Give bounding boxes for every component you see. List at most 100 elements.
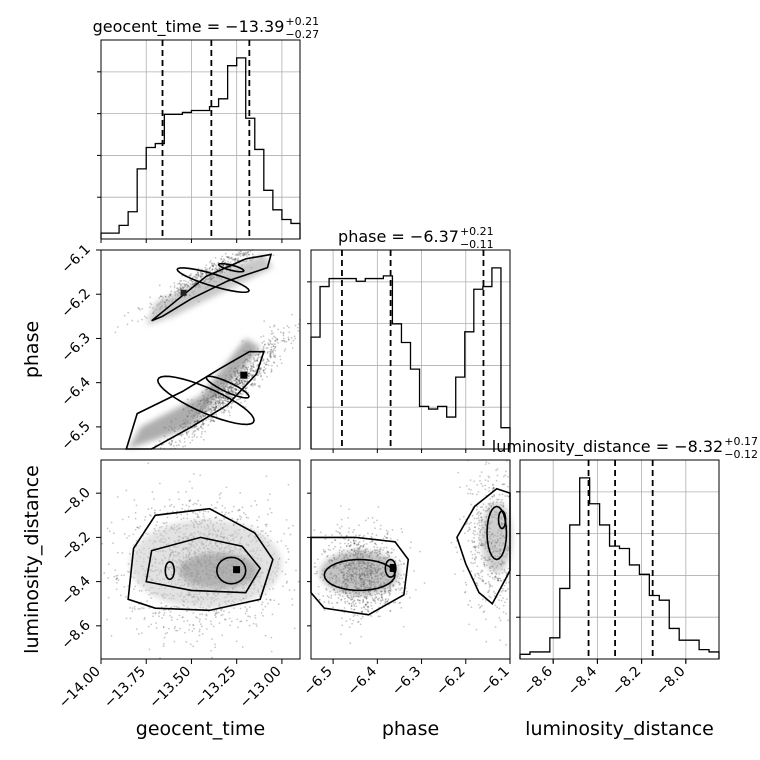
- scatter-point: [383, 535, 386, 538]
- scatter-point: [230, 389, 232, 392]
- scatter-point: [477, 576, 480, 579]
- scatter-point: [354, 602, 357, 605]
- scatter-point: [218, 399, 221, 402]
- scatter-point: [241, 253, 244, 255]
- scatter-point: [221, 504, 224, 507]
- scatter-point: [191, 280, 194, 283]
- scatter-point: [205, 269, 207, 272]
- scatter-point: [191, 439, 194, 442]
- scatter-point: [269, 598, 272, 601]
- scatter-point: [267, 343, 270, 346]
- scatter-point: [489, 498, 492, 500]
- scatter-point: [326, 595, 329, 597]
- scatter-point: [283, 349, 286, 352]
- scatter-point: [238, 372, 241, 375]
- scatter-point: [388, 589, 390, 592]
- scatter-point: [353, 595, 355, 598]
- scatter-point: [229, 385, 232, 388]
- scatter-point: [149, 302, 152, 305]
- scatter-point: [233, 258, 236, 261]
- scatter-point: [472, 529, 475, 532]
- scatter-point: [262, 345, 265, 348]
- scatter-point: [169, 293, 172, 296]
- scatter-point: [137, 307, 140, 309]
- scatter-point: [168, 498, 171, 501]
- scatter-point: [260, 603, 263, 606]
- scatter-point: [286, 580, 289, 583]
- scatter-point: [247, 253, 250, 256]
- scatter-point: [338, 527, 341, 530]
- scatter-point: [279, 331, 282, 334]
- scatter-point: [213, 263, 216, 266]
- scatter-point: [197, 429, 200, 431]
- scatter-point: [186, 283, 188, 286]
- scatter-point: [483, 563, 486, 566]
- scatter-point: [200, 417, 203, 420]
- scatter-point: [274, 356, 276, 359]
- scatter-point: [370, 601, 373, 604]
- scatter-point: [144, 315, 146, 318]
- scatter-point: [196, 428, 199, 430]
- scatter-point: [200, 268, 203, 271]
- scatter-point: [480, 471, 483, 474]
- scatter-point: [273, 324, 276, 327]
- scatter-point: [235, 378, 238, 381]
- scatter-point: [188, 436, 190, 438]
- scatter-point: [492, 487, 495, 490]
- scatter-point: [173, 284, 176, 287]
- scatter-point: [491, 585, 494, 588]
- scatter-point: [247, 615, 250, 618]
- scatter-point: [212, 420, 215, 423]
- scatter-point: [492, 501, 495, 504]
- scatter-point: [388, 594, 391, 597]
- scatter-point: [193, 282, 196, 284]
- scatter-point: [202, 515, 205, 518]
- scatter-point: [349, 544, 352, 547]
- scatter-point: [359, 546, 361, 548]
- scatter-point: [389, 537, 392, 540]
- scatter-point: [205, 613, 208, 616]
- scatter-point: [477, 604, 480, 606]
- scatter-point: [349, 543, 352, 546]
- scatter-point: [254, 500, 257, 502]
- scatter-point: [507, 581, 510, 584]
- scatter-point: [182, 445, 184, 448]
- scatter-point: [249, 369, 252, 372]
- scatter-point: [316, 558, 319, 561]
- scatter-point: [162, 609, 165, 612]
- scatter-point: [219, 396, 222, 399]
- scatter-point: [228, 390, 230, 393]
- scatter-point: [179, 441, 182, 443]
- scatter-point: [191, 433, 194, 435]
- scatter-point: [251, 374, 254, 377]
- scatter-point: [502, 611, 505, 614]
- scatter-point: [224, 618, 227, 621]
- scatter-point: [467, 492, 469, 495]
- scatter-point: [243, 368, 246, 371]
- scatter-point: [216, 611, 218, 614]
- scatter-point: [185, 641, 187, 643]
- scatter-point: [468, 522, 471, 525]
- scatter-point: [236, 375, 239, 378]
- scatter-point: [322, 595, 325, 597]
- scatter-point: [479, 544, 482, 546]
- scatter-point: [196, 513, 199, 516]
- scatter-point: [482, 503, 485, 506]
- scatter-point: [154, 509, 156, 512]
- scatter-point: [460, 558, 462, 561]
- scatter-point: [269, 351, 272, 354]
- scatter-point: [202, 272, 204, 275]
- scatter-point: [261, 601, 264, 604]
- scatter-point: [116, 581, 118, 584]
- scatter-point: [236, 518, 239, 521]
- scatter-point: [205, 268, 207, 271]
- scatter-point: [383, 592, 386, 595]
- density-peak: [180, 289, 187, 296]
- scatter-point: [258, 516, 260, 518]
- scatter-point: [238, 515, 241, 517]
- scatter-point: [323, 609, 326, 611]
- scatter-point: [476, 505, 478, 508]
- scatter-point: [480, 569, 483, 572]
- scatter-point: [370, 535, 373, 538]
- scatter-point: [256, 526, 259, 528]
